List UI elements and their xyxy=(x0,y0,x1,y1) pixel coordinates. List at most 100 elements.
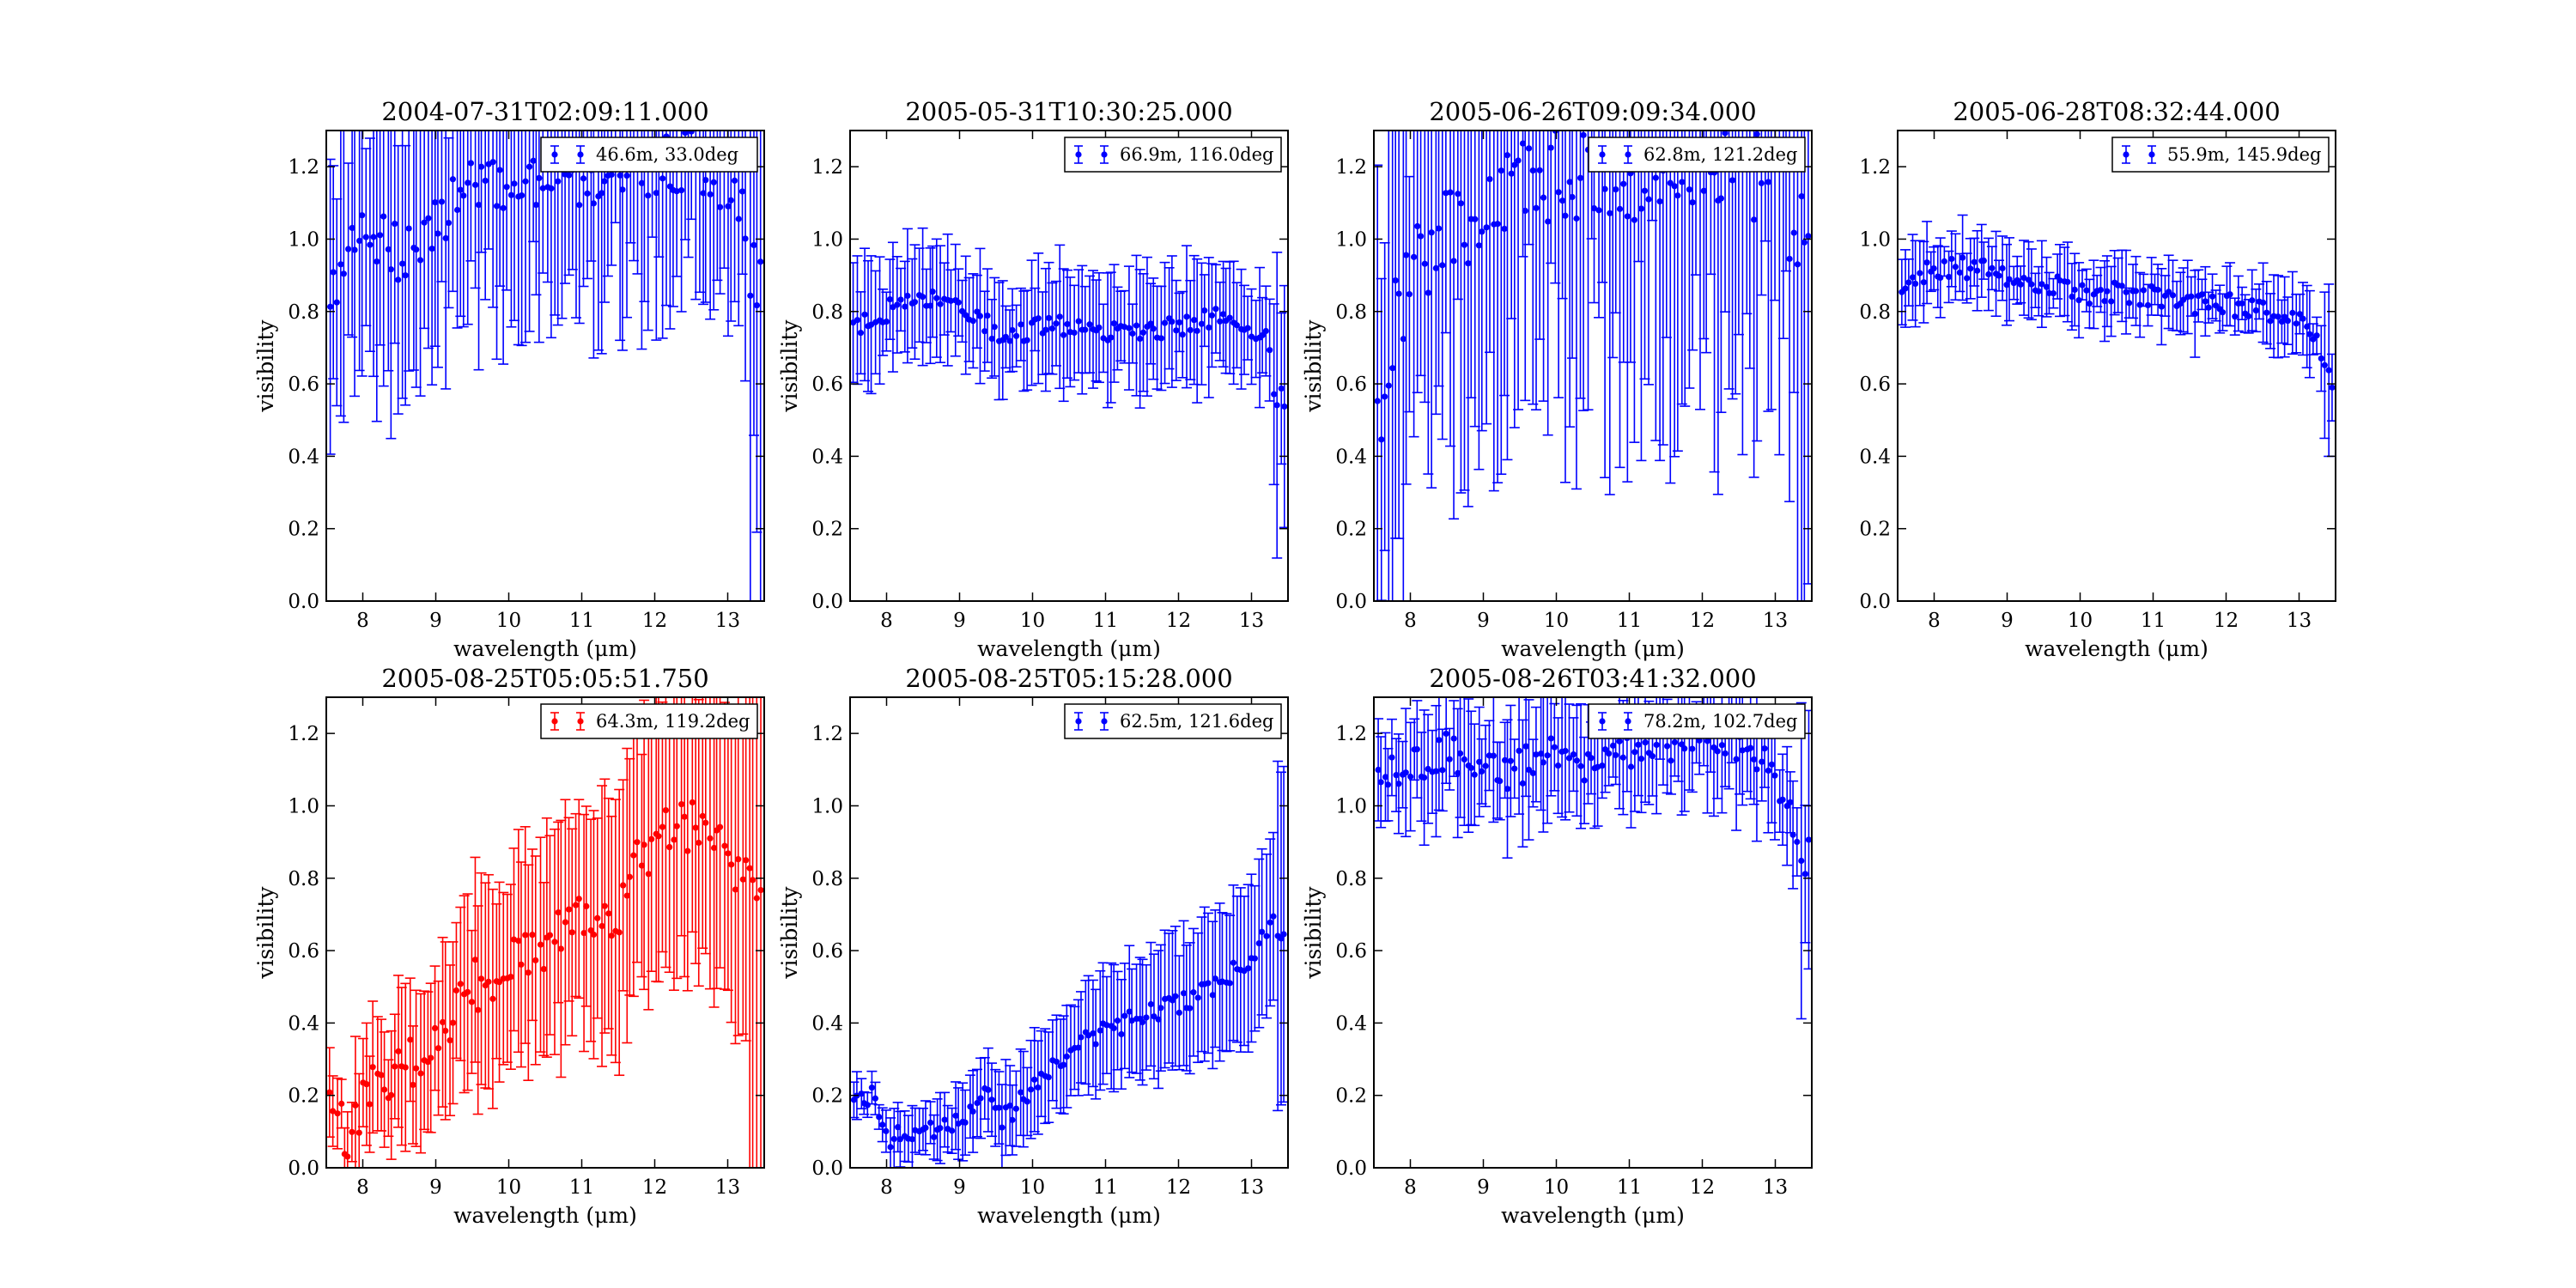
marker xyxy=(1273,402,1280,409)
subplot-title: 2005-06-28T08:32:44.000 xyxy=(1953,97,2280,126)
data-point xyxy=(552,131,563,326)
marker xyxy=(1173,327,1180,334)
x-tick-label: 12 xyxy=(642,1176,667,1199)
data-point xyxy=(332,1077,343,1150)
marker xyxy=(1616,205,1624,212)
y-tick-label: 0.4 xyxy=(1335,1012,1367,1035)
data-point xyxy=(920,1100,931,1156)
data-point xyxy=(1094,271,1105,384)
marker xyxy=(413,246,420,253)
y-tick-label: 0.4 xyxy=(1335,446,1367,468)
data-point xyxy=(891,256,902,354)
marker xyxy=(682,131,689,137)
marker xyxy=(2144,301,2152,309)
data-point xyxy=(1022,289,1033,391)
marker xyxy=(1126,325,1133,331)
marker xyxy=(1457,200,1465,207)
data-point xyxy=(1618,131,1629,363)
marker xyxy=(1479,768,1485,775)
marker xyxy=(1545,218,1552,225)
data-point xyxy=(960,255,971,375)
marker xyxy=(739,876,746,883)
y-tick-label: 1.0 xyxy=(288,228,319,251)
axes-frame xyxy=(1897,130,2336,602)
marker xyxy=(1540,194,1547,201)
marker xyxy=(1157,1005,1164,1012)
data-point xyxy=(476,131,487,253)
data-point xyxy=(909,244,920,361)
marker xyxy=(562,919,569,926)
marker xyxy=(608,171,615,179)
marker xyxy=(659,175,666,182)
marker xyxy=(525,969,532,976)
marker xyxy=(988,335,995,343)
marker xyxy=(1952,264,1959,270)
data-point xyxy=(606,131,617,266)
marker xyxy=(2035,288,2042,295)
data-point xyxy=(2200,265,2211,337)
y-tick-label: 0.2 xyxy=(1335,1085,1367,1108)
data-point xyxy=(642,131,653,331)
data-series xyxy=(1374,131,1812,601)
marker xyxy=(1588,755,1595,762)
marker xyxy=(692,824,699,831)
marker xyxy=(1267,347,1273,354)
x-axis-label: wavelength (μm) xyxy=(2025,636,2208,661)
data-point xyxy=(1530,706,1541,803)
marker xyxy=(1280,931,1287,938)
data-point xyxy=(1476,131,1487,432)
axes-frame xyxy=(325,130,765,602)
marker xyxy=(1013,332,1020,339)
data-point xyxy=(563,817,574,1002)
marker xyxy=(2208,293,2216,300)
x-axis-label: wavelength (μm) xyxy=(1501,636,1685,661)
data-point xyxy=(2036,240,2047,329)
marker xyxy=(1206,324,1212,331)
data-point xyxy=(1145,283,1157,365)
data-point xyxy=(1791,806,1802,877)
marker xyxy=(1551,744,1558,750)
subplot-4: 8 9 10 11 12 13 0.0 0.2 0.4 0.6 0.8 1.0 1.2 2005-06-2… xyxy=(1859,97,2336,661)
data-point xyxy=(1385,131,1392,601)
data-point xyxy=(1684,131,1695,389)
data-point xyxy=(1531,131,1542,411)
data-point xyxy=(746,697,753,1168)
data-point xyxy=(1639,131,1650,380)
marker xyxy=(1461,756,1467,763)
data-point xyxy=(415,131,426,397)
data-point xyxy=(338,131,349,423)
data-point xyxy=(617,131,628,351)
data-point xyxy=(1393,733,1404,835)
marker xyxy=(1601,185,1608,192)
marker xyxy=(580,929,587,937)
marker xyxy=(2038,281,2045,288)
data-point xyxy=(1272,252,1283,559)
marker xyxy=(1909,274,1917,281)
data-point xyxy=(668,697,679,991)
marker xyxy=(958,307,966,314)
data-point xyxy=(1188,927,1199,1057)
legend-entry: 55.9m, 145.9deg xyxy=(2167,144,2321,165)
marker xyxy=(1577,174,1584,181)
marker xyxy=(616,929,623,936)
data-point xyxy=(1476,738,1487,805)
data-point xyxy=(425,982,436,1133)
y-tick-label: 0.8 xyxy=(288,301,319,324)
marker xyxy=(967,1103,974,1110)
data-point xyxy=(1249,884,1261,1032)
x-tick-label: 8 xyxy=(880,610,893,632)
marker xyxy=(1198,320,1206,327)
data-point xyxy=(1163,267,1175,370)
marker xyxy=(1406,291,1413,298)
marker xyxy=(876,1114,883,1121)
marker xyxy=(326,1089,333,1096)
data-point xyxy=(1050,280,1061,367)
data-point xyxy=(2324,283,2335,458)
marker xyxy=(1786,255,1793,263)
data-point xyxy=(535,836,546,1053)
data-point xyxy=(722,131,733,337)
marker xyxy=(362,234,369,240)
marker xyxy=(1525,766,1533,774)
marker xyxy=(1259,331,1266,339)
data-point xyxy=(371,131,382,422)
